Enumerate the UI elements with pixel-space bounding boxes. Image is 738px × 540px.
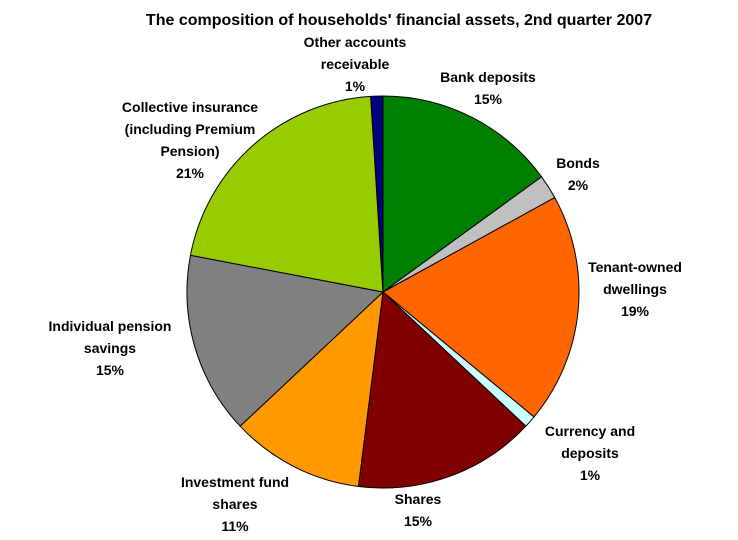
pie-slice: [357, 290, 527, 489]
chart-title: The composition of households' financial…: [145, 12, 653, 29]
value-label: 15%: [473, 91, 503, 107]
value-label: 1%: [344, 78, 366, 94]
value-label: 19%: [620, 303, 650, 319]
category-label: Tenant-owned dwellings: [588, 259, 682, 297]
pie-slice: [189, 95, 384, 293]
category-label: Bank deposits: [440, 69, 536, 85]
value-label: 21%: [175, 165, 205, 181]
slice-label: Tenant-owned dwellings 19%: [570, 256, 700, 322]
category-label: Shares: [394, 491, 442, 507]
slice-label: Bank deposits 15%: [428, 66, 548, 110]
slice-label: Investment fund shares 11%: [165, 471, 305, 537]
value-label: 11%: [221, 518, 249, 534]
slice-label: Individual pension savings 15%: [25, 315, 195, 381]
value-label: 1%: [579, 467, 601, 483]
category-label: Collective insurance (including Premium …: [121, 99, 259, 159]
slice-label: Other accounts receivable 1%: [290, 31, 420, 97]
value-label: 2%: [567, 177, 589, 193]
category-label: Individual pension savings: [48, 318, 172, 356]
category-label: Currency and deposits: [544, 423, 636, 461]
pie-slice: [186, 254, 385, 427]
pie-slice: [239, 290, 384, 488]
slice-label: Collective insurance (including Premium …: [118, 96, 263, 184]
category-label: Other accounts receivable: [303, 34, 407, 72]
category-label: Investment fund shares: [180, 474, 290, 512]
slice-label: Shares 15%: [373, 488, 463, 532]
pie-slice: [382, 196, 580, 418]
pie-slice: [382, 95, 543, 293]
slice-label: Bonds 2%: [538, 152, 618, 196]
slice-label: Currency and deposits 1%: [525, 420, 655, 486]
value-label: 15%: [95, 362, 125, 378]
value-label: 15%: [403, 513, 433, 529]
pie-slice: [370, 95, 384, 293]
category-label: Bonds: [556, 155, 600, 171]
